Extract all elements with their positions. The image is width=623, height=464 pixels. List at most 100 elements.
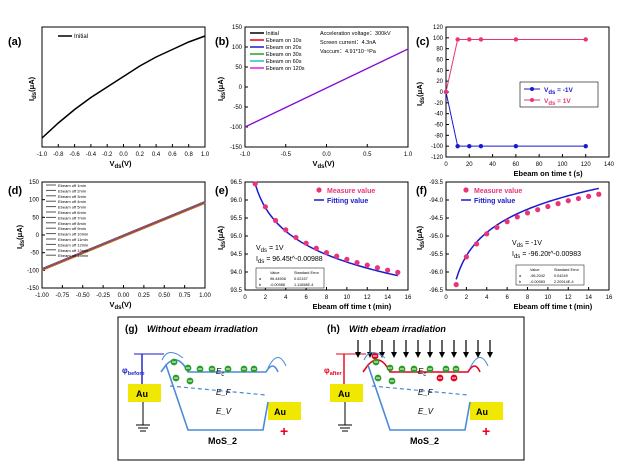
y-axis-label: Ids(μA) [27, 76, 38, 101]
legend-marker [530, 98, 534, 102]
y-axis-label: Ids(μA) [216, 225, 227, 250]
table-header: Standard Error [554, 268, 580, 272]
ebeam-arrowhead [487, 352, 493, 358]
y-tick-label: 40 [436, 68, 443, 74]
legend-entry: Ebeam on 20s [266, 45, 302, 51]
y-tick-label: -96.5 [429, 288, 443, 294]
data-point [364, 262, 370, 268]
table-cell: a [519, 274, 522, 278]
y-tick-label: 0 [440, 90, 444, 96]
table-cell: -96.2042 [530, 274, 545, 278]
x-tick-label: 0.00 [118, 293, 130, 299]
x-tick-label: 12 [565, 295, 572, 301]
legend-entry: Ebeam off 4min [58, 199, 86, 204]
x-tick-label: 140 [604, 162, 615, 168]
y-tick-label: 80 [436, 47, 443, 53]
legend-entry: Ebeam off 5min [58, 205, 86, 210]
panel-label: (b) [215, 36, 229, 48]
y-tick-label: 120 [433, 25, 444, 31]
legend-entry: Initial [74, 34, 88, 40]
y-tick-label: -100 [27, 268, 40, 274]
data-point [535, 207, 541, 213]
x-tick-label: 1.0 [201, 152, 210, 158]
data-point [385, 267, 391, 273]
band-diagram-h: (h) With ebeam irradiation Au Au + φafter Ec E_… [324, 324, 503, 446]
data-point [455, 143, 460, 149]
diagram-title: With ebeam irradiation [349, 324, 446, 334]
legend-entry: Vds = -1V [544, 87, 574, 96]
data-point [504, 219, 510, 225]
valence-band [367, 364, 471, 431]
panel-label: (g) [125, 324, 138, 335]
ebeam-arrowhead [379, 352, 385, 358]
legend-entry: Fitting value [327, 198, 368, 205]
annotation-text: Acceleration voltage：300kV [320, 31, 391, 37]
series-line [445, 38, 586, 93]
fit-table [515, 264, 585, 286]
legend-marker [463, 187, 469, 193]
x-tick-label: 6 [505, 295, 509, 301]
x-tick-label: 14 [384, 295, 391, 301]
ebeam-arrowhead [355, 352, 361, 358]
table-cell: 0.02157 [294, 277, 308, 281]
y-tick-label: 100 [232, 45, 243, 51]
y-tick-label: 93.5 [230, 288, 242, 294]
chart-d: -1.00 -0.75 -0.50 -0.25 0.00 0.25 0.50 0.75 1.00… [8, 180, 211, 311]
ev-label: E_V [216, 407, 232, 416]
x-tick-label: -0.2 [102, 152, 113, 158]
data-point [453, 282, 459, 288]
ef-label: E_F [216, 388, 232, 397]
data-point [334, 253, 340, 259]
x-tick-label: 16 [405, 295, 412, 301]
data-point [272, 217, 279, 224]
data-point [313, 245, 319, 251]
x-tick-label: 0.25 [138, 293, 150, 299]
x-tick-label: 4 [284, 295, 288, 301]
x-tick-label: 1.0 [404, 152, 413, 158]
x-tick-label: 4 [485, 295, 489, 301]
data-point [513, 143, 519, 149]
legend-marker [316, 187, 322, 193]
data-point [478, 37, 484, 42]
annotation-text: Ids = 96.45t^-0.00988 [256, 256, 323, 265]
series-line-initial [41, 35, 206, 139]
fermi-level [169, 385, 267, 396]
x-axis-label: Ebeam on time t (s) [514, 169, 584, 178]
legend-entry: Ebeam off 12min [58, 242, 88, 247]
x-tick-label: -1.0 [37, 152, 48, 158]
au-label: Au [136, 389, 148, 399]
y-tick-label: -50 [233, 105, 242, 111]
ebeam-arrowhead [391, 352, 397, 358]
y-tick-label: -120 [431, 155, 444, 161]
au-label: Au [338, 389, 350, 399]
ef-label: E_F [418, 388, 434, 397]
y-tick-label: 100 [29, 198, 40, 204]
y-tick-label: 95.5 [230, 216, 242, 222]
data-point [467, 37, 472, 42]
y-axis-label: Ids(μA) [15, 224, 26, 249]
chart-e: 0 2 4 6 8 10 12 14 16 93.5 94.0 94.5 95.0 95.5 96.0 96.… [215, 180, 412, 311]
x-tick-label: 0 [444, 162, 448, 168]
x-axis-label: Vds(V) [110, 159, 133, 170]
y-axis-label: Ids(μA) [216, 76, 227, 101]
y-tick-label: 96.5 [230, 180, 242, 186]
diagram-border [117, 316, 525, 461]
legend-marker [530, 87, 534, 91]
table-cell: -0.00983 [530, 280, 545, 284]
x-tick-label: 16 [606, 295, 613, 301]
x-tick-label: 80 [536, 162, 543, 168]
data-point [443, 89, 449, 95]
x-tick-label: -1.00 [35, 293, 49, 299]
x-tick-label: 10 [545, 295, 552, 301]
x-tick-label: 12 [364, 295, 371, 301]
data-point [455, 37, 460, 42]
data-point [463, 254, 469, 260]
ev-label: E_V [418, 407, 434, 416]
legend-entry: Ebeam off 1min [58, 183, 86, 188]
y-tick-label: -95.0 [429, 234, 443, 240]
annotation-text: Ids = -96.20t^-0.00983 [512, 251, 581, 260]
data-point [303, 240, 309, 246]
data-point [524, 210, 531, 216]
valence-band [165, 364, 269, 431]
ebeam-arrowhead [403, 352, 409, 358]
